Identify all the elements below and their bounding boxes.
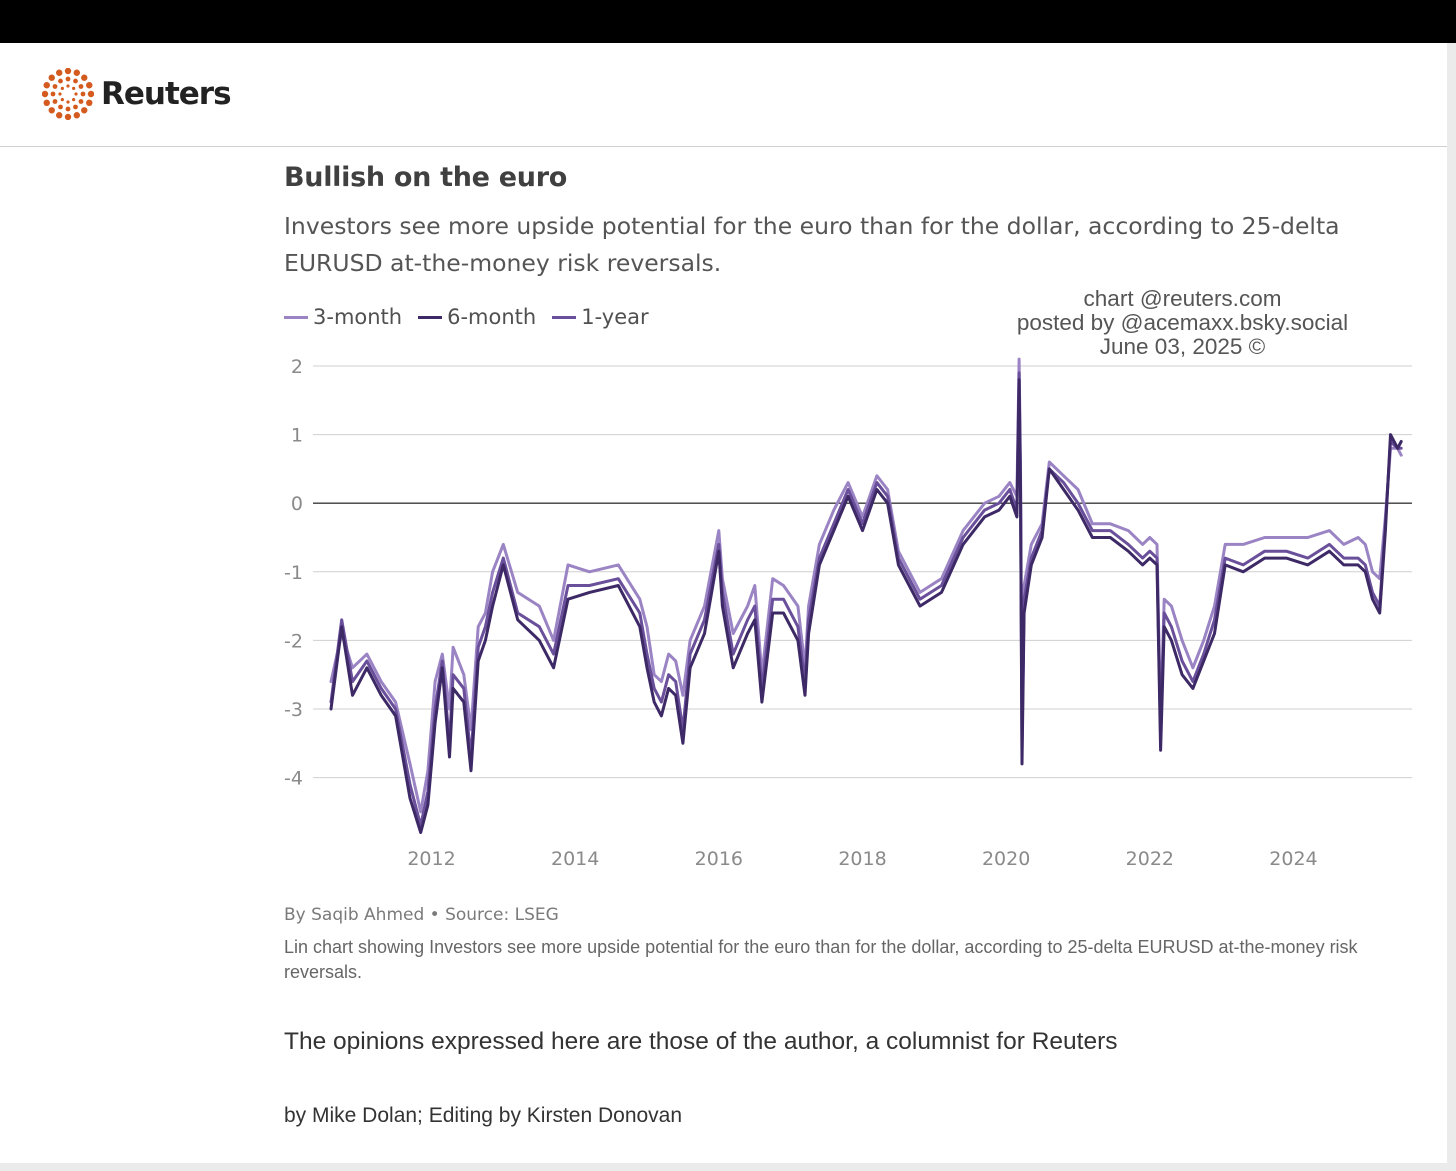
logo-dot bbox=[66, 84, 70, 88]
watermark-line-1: chart @reuters.com bbox=[1083, 286, 1282, 311]
logo-dot bbox=[78, 84, 84, 89]
x-tick-label: 2012 bbox=[407, 848, 455, 870]
logo-dot bbox=[86, 81, 93, 89]
opinion-disclaimer: The opinions expressed here are those of… bbox=[284, 1028, 1118, 1055]
chart-credit: By Saqib Ahmed • Source: LSEG bbox=[284, 905, 559, 925]
chart-subtitle: Investors see more upside potential for … bbox=[284, 212, 1340, 277]
article-byline: by Mike Dolan; Editing by Kirsten Donova… bbox=[284, 1104, 683, 1127]
x-tick-label: 2024 bbox=[1269, 848, 1317, 870]
watermark-text: chart @reuters.com posted by @acemaxx.bs… bbox=[990, 287, 1375, 359]
x-tick-label: 2014 bbox=[551, 848, 599, 870]
logo-dot bbox=[58, 104, 63, 110]
reuters-logo[interactable]: Reuters bbox=[42, 68, 232, 120]
logo-dot bbox=[48, 74, 55, 81]
logo-dot bbox=[73, 69, 81, 76]
y-tick-label: 0 bbox=[291, 493, 303, 515]
logo-dot bbox=[60, 98, 64, 102]
logo-dot bbox=[64, 113, 72, 120]
logo-dot bbox=[55, 112, 63, 119]
chart-title: Bullish on the euro bbox=[284, 162, 567, 193]
y-tick-label: 1 bbox=[291, 425, 303, 447]
logo-dot bbox=[64, 68, 72, 75]
logo-dot bbox=[87, 90, 94, 98]
logo-dot bbox=[72, 98, 76, 102]
scrollbar-track[interactable] bbox=[1447, 43, 1456, 1171]
logo-dot bbox=[42, 90, 49, 98]
x-tick-label: 2022 bbox=[1126, 848, 1174, 870]
browser-top-bar bbox=[0, 0, 1456, 43]
logo-dot bbox=[60, 86, 64, 90]
logo-dot bbox=[52, 84, 58, 89]
site-header: Reuters bbox=[0, 43, 1447, 147]
x-tick-label: 2020 bbox=[982, 848, 1030, 870]
x-tick-label: 2018 bbox=[838, 848, 886, 870]
legend-label-1-year: 1-year bbox=[581, 305, 649, 329]
watermark-line-2: posted by @acemaxx.bsky.social bbox=[1016, 310, 1349, 335]
line-chart: 2 1 0 -1 -2 -3 -4 2012 2014 2016 2018 2020 2022 2024 bbox=[284, 356, 1412, 870]
logo-dot bbox=[81, 107, 88, 114]
logo-dot bbox=[52, 99, 58, 104]
legend-item-6-month: 6-month bbox=[418, 305, 536, 329]
brand-name: Reuters bbox=[101, 76, 232, 112]
legend-swatch-6-month bbox=[418, 315, 443, 319]
x-tick-label: 2016 bbox=[695, 848, 743, 870]
series-line-6-month bbox=[329, 378, 1403, 834]
logo-dot bbox=[65, 76, 71, 82]
y-tick-label: 2 bbox=[291, 356, 303, 378]
logo-dot bbox=[78, 99, 84, 104]
logo-dot bbox=[86, 99, 93, 107]
logo-dot bbox=[58, 78, 63, 84]
logo-dot bbox=[74, 92, 78, 96]
logo-dot bbox=[73, 104, 78, 110]
legend-item-3-month: 3-month bbox=[284, 305, 402, 329]
watermark-line-3: June 03, 2025 © bbox=[1099, 334, 1266, 359]
logo-dot bbox=[72, 86, 76, 90]
logo-dot bbox=[66, 100, 70, 104]
logo-dot bbox=[48, 107, 55, 114]
logo-dot bbox=[73, 78, 78, 84]
y-tick-label: -4 bbox=[284, 768, 303, 790]
logo-dot bbox=[81, 74, 88, 81]
logo-dot bbox=[43, 81, 50, 89]
legend-swatch-3-month bbox=[284, 315, 308, 319]
logo-dot bbox=[65, 106, 71, 112]
bottom-edge bbox=[0, 1163, 1456, 1171]
legend-label-3-month: 3-month bbox=[313, 305, 403, 329]
logo-dot bbox=[58, 92, 62, 96]
logo-dot bbox=[43, 99, 50, 107]
chart-legend: 3-month 6-month 1-year bbox=[284, 305, 665, 329]
series-line-1-year bbox=[329, 371, 1403, 828]
y-tick-label: -1 bbox=[284, 562, 303, 584]
y-tick-label: -3 bbox=[284, 699, 303, 721]
series-line-3-month bbox=[329, 357, 1403, 814]
chart-caption: Lin chart showing Investors see more ups… bbox=[284, 937, 1358, 982]
y-tick-label: -2 bbox=[284, 630, 303, 652]
legend-swatch-1-year bbox=[552, 315, 577, 319]
logo-dot bbox=[80, 91, 86, 97]
legend-item-1-year: 1-year bbox=[552, 305, 649, 329]
logo-dot bbox=[73, 112, 81, 119]
logo-dot bbox=[50, 91, 56, 97]
reuters-dots-logo-icon bbox=[42, 68, 94, 120]
logo-dot bbox=[55, 69, 63, 76]
legend-label-6-month: 6-month bbox=[447, 305, 537, 329]
